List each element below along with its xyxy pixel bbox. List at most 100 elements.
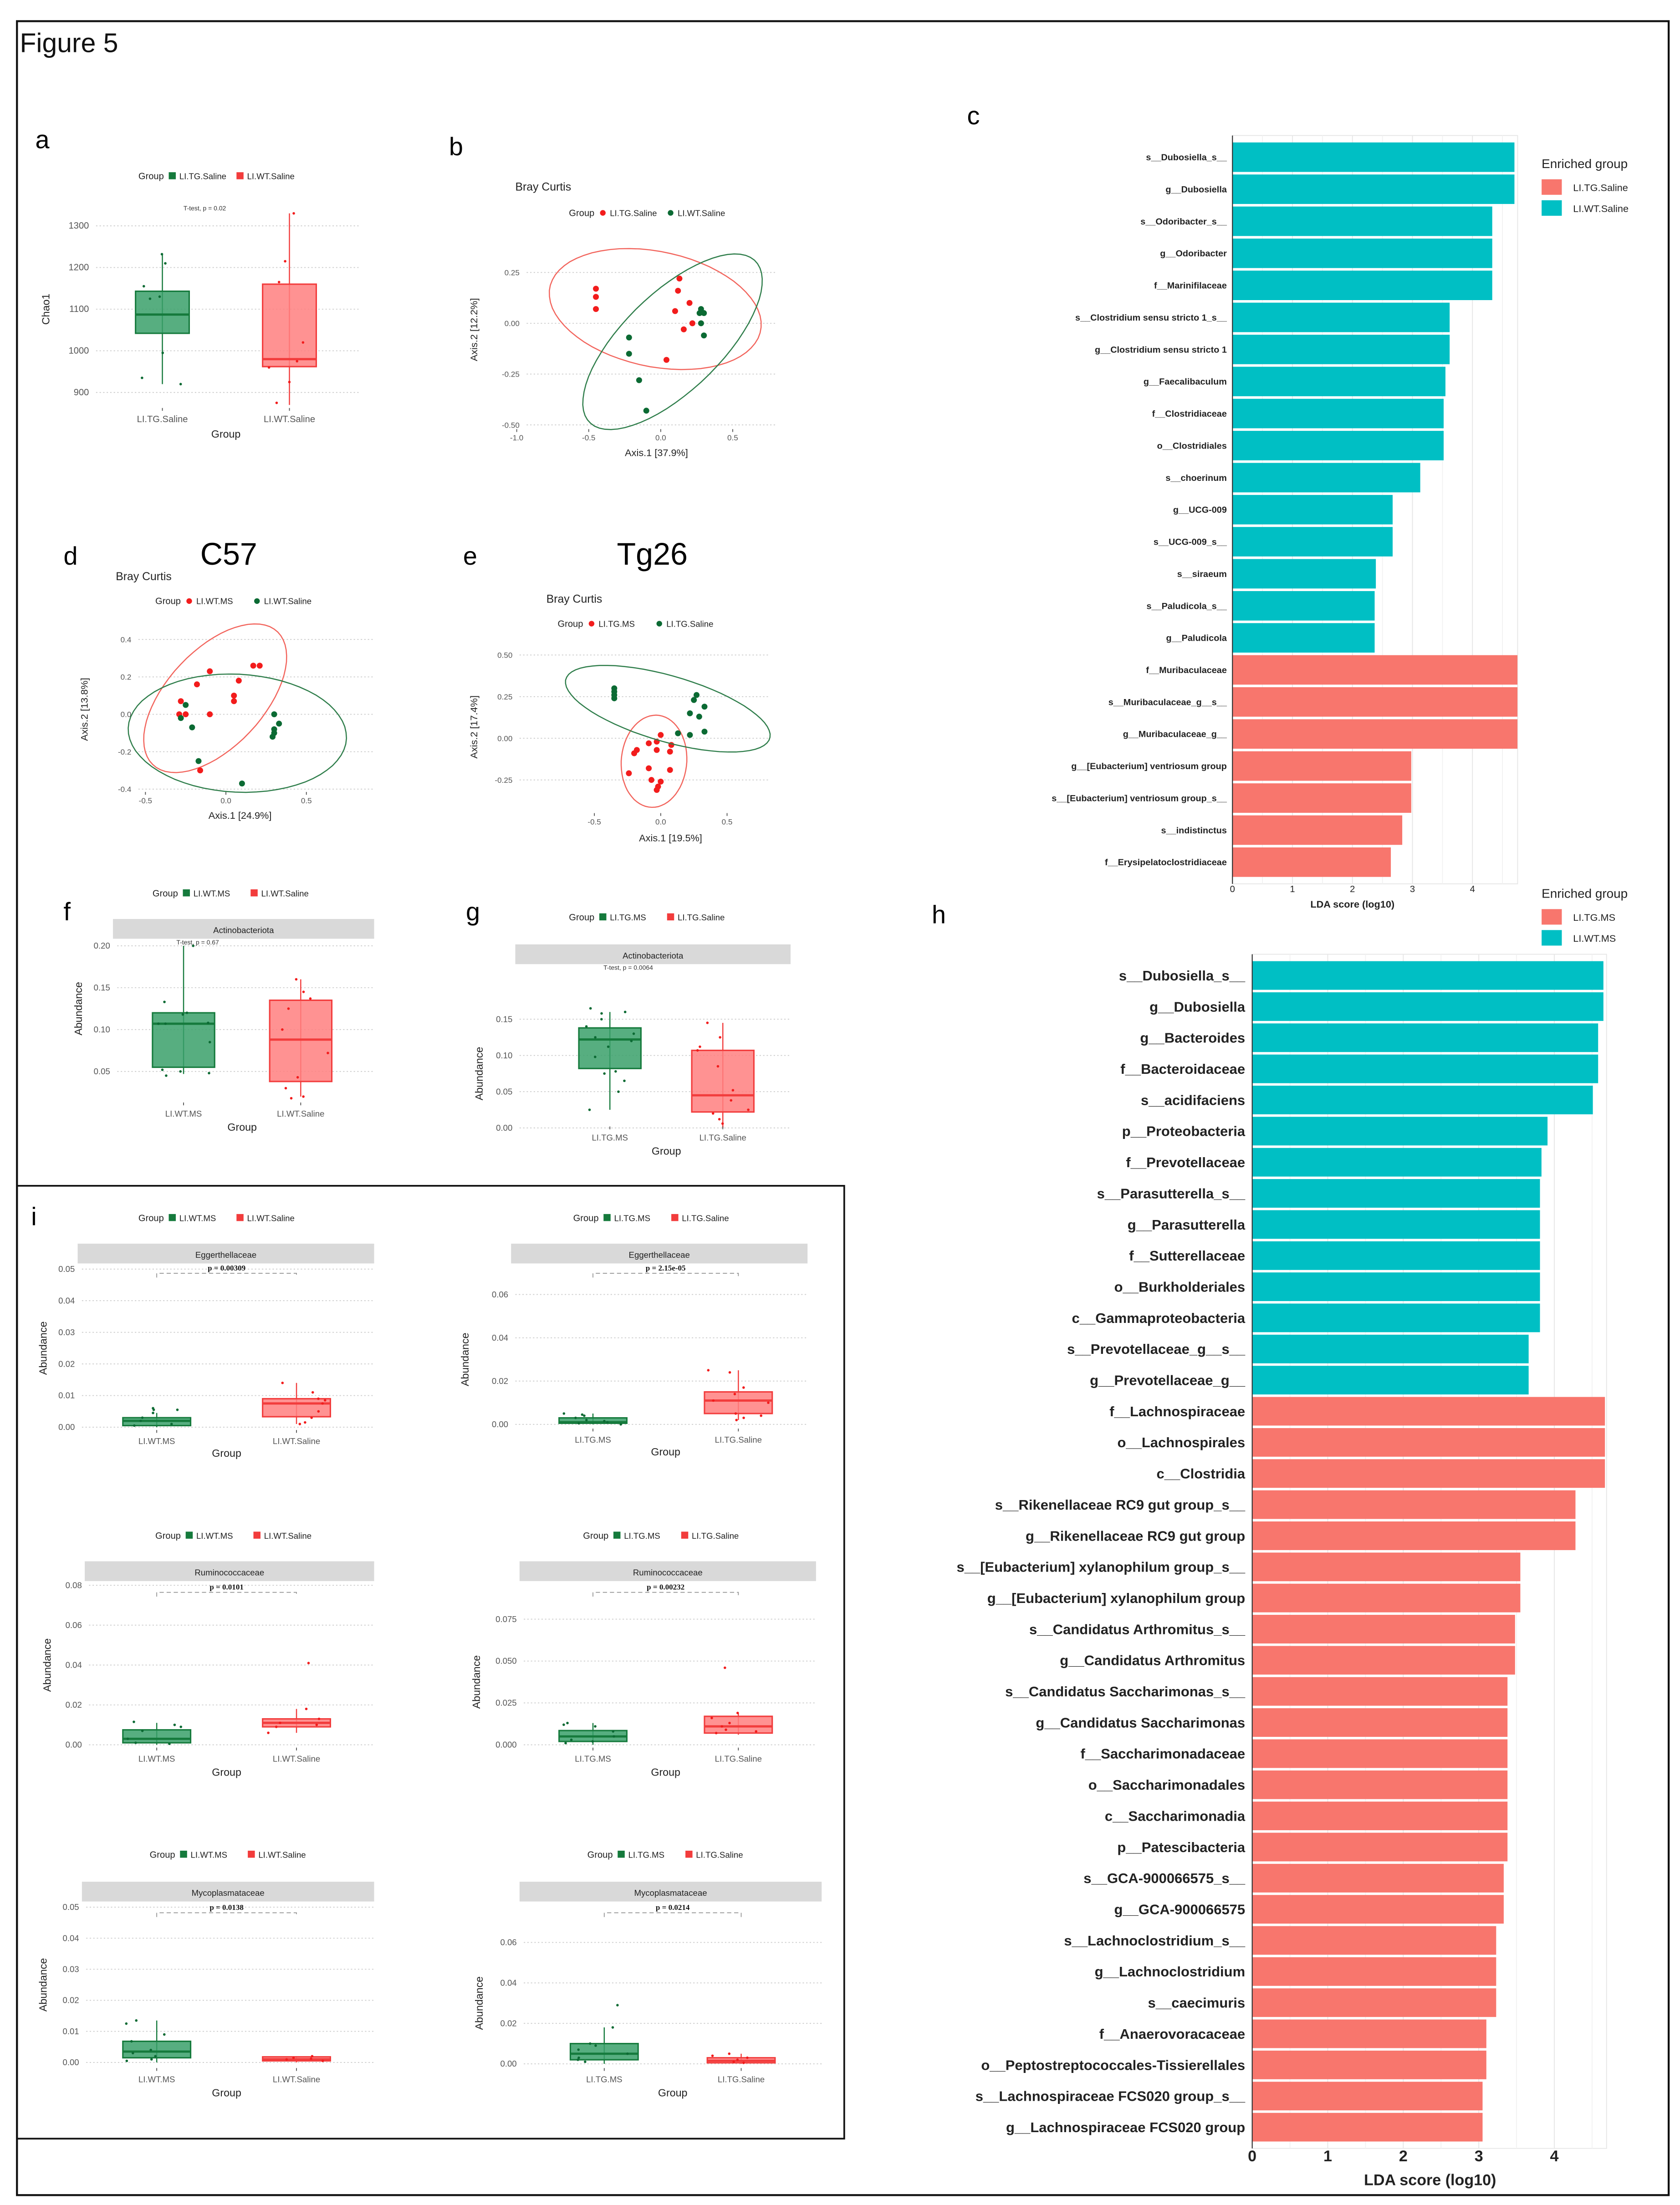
data-point: [693, 692, 700, 698]
y-tick-label: 0.2: [121, 673, 132, 682]
data-point: [725, 1728, 727, 1731]
data-point: [623, 1079, 626, 1082]
legend-label: LI.WT.Saline: [1573, 203, 1629, 214]
x-axis-label: Axis.1 [19.5%]: [639, 832, 702, 844]
data-point: [626, 770, 632, 776]
data-point: [181, 1013, 184, 1016]
y-axis-label: Abundance: [459, 1332, 471, 1386]
figure-border: [16, 20, 1670, 2196]
lda-bar: [1252, 1583, 1521, 1613]
x-axis-label: Axis.1 [24.9%]: [209, 810, 272, 821]
legend-swatch-icon: [603, 1214, 611, 1221]
y-tick-label: 0.025: [495, 1698, 516, 1708]
data-point: [207, 711, 213, 718]
significance-bracket: [592, 1592, 739, 1597]
data-point: [728, 1721, 731, 1725]
bar-label: s__[Eubacterium] ventriosum group_s__: [1052, 793, 1227, 803]
y-tick-label: 0.000: [495, 1740, 516, 1750]
data-point: [239, 780, 245, 787]
x-axis-label: Group: [211, 428, 241, 440]
box-iqr: [578, 1027, 642, 1069]
data-point: [317, 1717, 321, 1720]
box-iqr: [262, 1398, 331, 1418]
x-tick-label: LI.WT.Saline: [273, 1754, 320, 1764]
data-point: [593, 294, 599, 300]
box-iqr: [704, 1715, 773, 1734]
data-point: [195, 758, 202, 764]
lda-bar: [1232, 719, 1518, 749]
data-point: [284, 1087, 287, 1090]
legend-label: LI.WT.Saline: [264, 1531, 311, 1541]
lda-bar: [1232, 655, 1518, 685]
data-point: [149, 2048, 153, 2052]
y-tick-label: 0.25: [505, 268, 520, 277]
confidence-ellipse: [582, 253, 763, 430]
data-point: [176, 1408, 179, 1411]
data-point: [157, 1022, 160, 1025]
y-tick-label: -0.4: [118, 785, 131, 794]
bar-label: g__UCG-009: [1173, 505, 1227, 515]
legend-dot-icon: [656, 621, 662, 627]
y-tick-label: 0.00: [500, 2059, 516, 2068]
facet-strip: [77, 1243, 374, 1264]
legend-title: Group: [583, 1531, 608, 1541]
data-point: [626, 2052, 629, 2055]
y-tick-label: 0.15: [94, 983, 110, 992]
y-tick-label: 0.00: [66, 1740, 82, 1750]
chart-title: Bray Curtis: [546, 593, 603, 606]
legend-swatch-icon: [1542, 179, 1562, 195]
lda-bar: [1232, 591, 1375, 621]
data-point: [696, 310, 703, 316]
data-point: [577, 2048, 580, 2051]
y-tick-label: 0.05: [58, 1264, 75, 1274]
y-tick-label: 1000: [69, 346, 89, 356]
x-tick-label: 4: [1470, 884, 1475, 894]
lda-bar: [1232, 142, 1515, 172]
data-point: [712, 1399, 715, 1402]
facet-strip: [511, 1243, 808, 1264]
significance-bracket: [603, 1912, 742, 1917]
bar-label: s__Rikenellaceae RC9 gut group_s__: [995, 1497, 1246, 1513]
data-point: [719, 1036, 721, 1039]
data-point: [716, 1065, 720, 1068]
y-tick-label: 1100: [69, 304, 89, 314]
y-tick-label: 0.02: [66, 1700, 82, 1710]
data-point: [736, 1711, 739, 1715]
legend-label: LI.TG.Saline: [179, 172, 226, 181]
data-point: [585, 1419, 588, 1422]
bar-label: c__Gammaproteobacteria: [1072, 1310, 1246, 1326]
data-point: [298, 1423, 301, 1425]
facet-strip: [519, 1561, 816, 1581]
lda-bar: [1232, 847, 1391, 877]
data-point: [600, 1018, 603, 1021]
bar-label: g__[Eubacterium] xylanophilum group: [987, 1590, 1245, 1606]
lda-bar: [1252, 1241, 1540, 1270]
lda-bar: [1252, 1086, 1593, 1114]
lda-bar: [1252, 1490, 1576, 1519]
legend-label: LI.TG.Saline: [1573, 182, 1628, 193]
data-point: [305, 1707, 308, 1710]
data-point: [158, 295, 161, 298]
data-point: [152, 1411, 154, 1414]
legend-title: Group: [150, 1850, 175, 1860]
data-point: [658, 778, 664, 785]
y-axis-label: Abundance: [473, 1047, 485, 1101]
legend-dot-icon: [254, 598, 260, 604]
y-tick-label: 0.10: [94, 1025, 110, 1034]
x-tick-label: 0.5: [722, 817, 733, 826]
data-point: [711, 2054, 714, 2057]
facet-strip-label: Eggerthellaceae: [629, 1250, 690, 1260]
y-tick-label: 0.00: [497, 734, 512, 743]
data-point: [189, 724, 195, 730]
boxplot-panel-i2L: Group LI.WT.MS LI.WT.Saline Ruminococcaceae…: [41, 1531, 374, 1778]
y-axis-label: Abundance: [72, 982, 84, 1036]
x-tick-label: LI.TG.Saline: [715, 1435, 762, 1444]
legend-swatch-icon: [1542, 930, 1562, 946]
data-point: [687, 710, 693, 716]
significance-bracket: [156, 1592, 297, 1597]
lda-bar: [1232, 559, 1376, 589]
data-point: [583, 1414, 586, 1417]
bar-label: s__Candidatus Saccharimonas_s__: [1005, 1684, 1246, 1700]
y-tick-label: 0.04: [66, 1660, 82, 1669]
confidence-ellipse: [548, 248, 762, 370]
